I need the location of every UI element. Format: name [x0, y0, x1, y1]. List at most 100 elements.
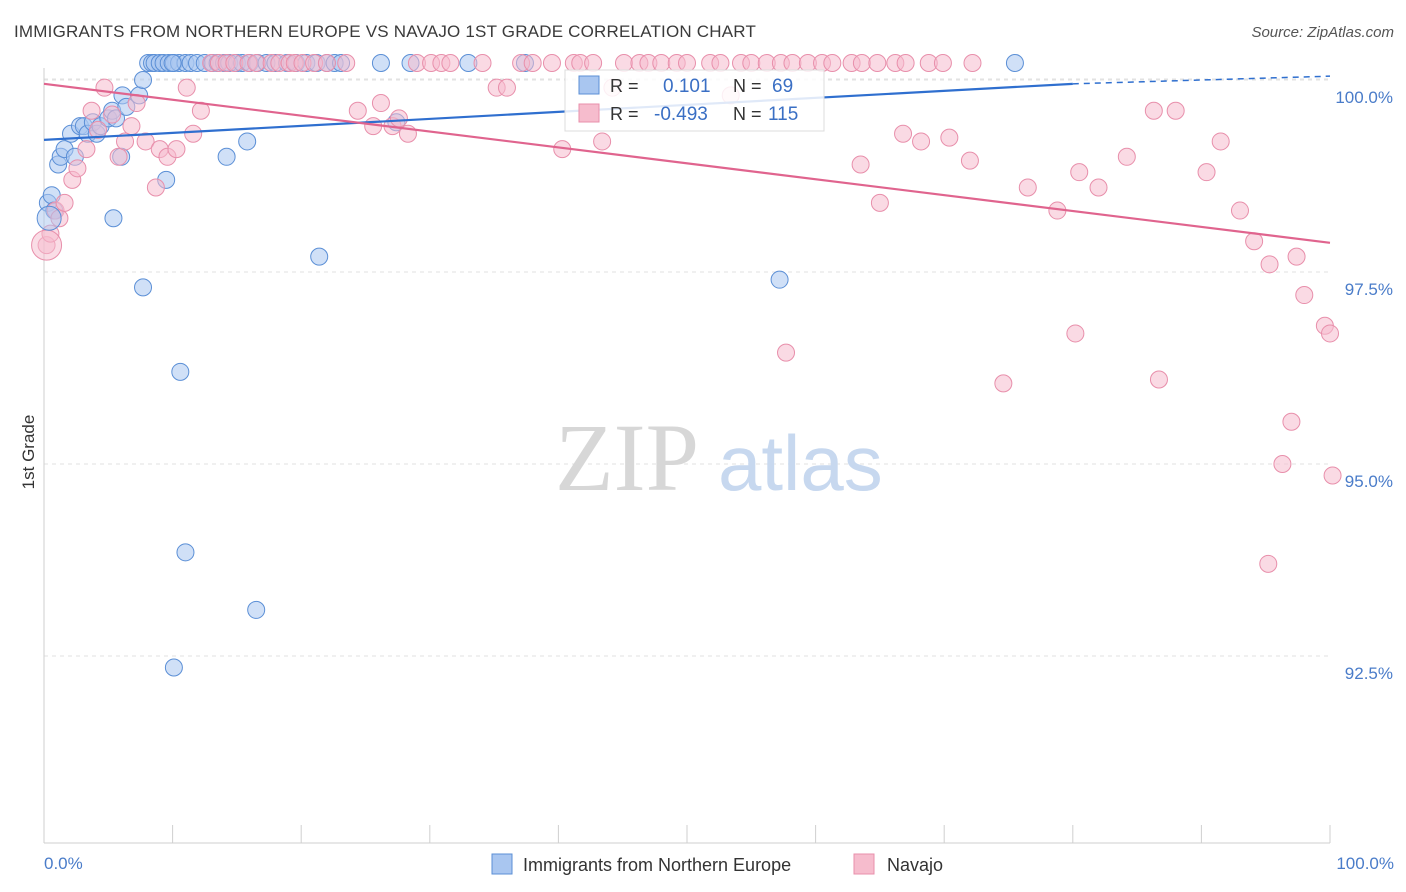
point-northern-europe-68: [1005, 54, 1024, 72]
point-navajo-109: [1259, 554, 1278, 573]
point-northern-europe-61: [310, 247, 329, 266]
point-navajo-57: [584, 54, 603, 72]
point-navajo-94: [1089, 178, 1108, 197]
y-tick-label-3: 92.5%: [1345, 664, 1393, 683]
point-northern-europe-65: [247, 600, 266, 619]
point-navajo-38: [348, 101, 367, 120]
point-navajo-13: [116, 132, 135, 151]
point-navajo-114: [1066, 324, 1085, 343]
point-navajo-81: [896, 54, 915, 72]
trend-line-northern-europe-extension: [1072, 75, 1331, 85]
point-navajo-11: [103, 105, 122, 124]
stats-n-value-blue: 69: [772, 76, 793, 97]
point-navajo-113: [1149, 370, 1168, 389]
point-northern-europe-64: [176, 543, 195, 562]
point-navajo-65: [678, 54, 696, 72]
point-northern-europe-20: [134, 71, 153, 89]
point-navajo-112: [994, 374, 1013, 393]
point-navajo-101: [1245, 232, 1264, 251]
watermark-zip: ZIP: [555, 404, 699, 511]
point-navajo-93: [1070, 163, 1089, 182]
point-navajo-89: [960, 151, 979, 170]
chart-source: Source: ZipAtlas.com: [1251, 24, 1394, 41]
stats-legend-swatch-blue: [578, 75, 600, 95]
x-tick-label-max: 100.0%: [1336, 854, 1394, 873]
point-navajo-16: [136, 132, 155, 151]
point-northern-europe-57: [238, 132, 257, 151]
point-navajo-22: [184, 124, 203, 143]
point-navajo-104: [1295, 286, 1314, 305]
point-navajo-88: [940, 128, 959, 147]
legend-swatch-pink: [853, 853, 875, 875]
point-navajo-37: [337, 54, 356, 72]
trend-lines: [43, 75, 1331, 244]
point-navajo-102: [1260, 255, 1279, 274]
point-navajo-107: [1282, 412, 1301, 431]
legend-label-blue: Immigrants from Northern Europe: [523, 855, 791, 875]
point-northern-europe-66: [164, 658, 183, 677]
stats-r-label-pink: R =: [610, 104, 639, 124]
point-navajo-87: [912, 132, 931, 151]
point-navajo-103: [1287, 247, 1306, 266]
point-navajo-53: [542, 54, 561, 72]
point-navajo-73: [783, 54, 802, 72]
stats-r-value-pink: -0.493: [654, 104, 708, 125]
point-navajo-83: [933, 54, 952, 72]
point-navajo-10: [95, 78, 114, 97]
point-navajo-67: [711, 54, 730, 72]
y-tick-label-2: 95.0%: [1345, 472, 1393, 491]
point-northern-europe-50: [371, 54, 390, 72]
point-navajo-99: [1211, 132, 1230, 151]
stats-r-label-blue: R =: [610, 76, 639, 96]
point-navajo-29: [247, 54, 266, 72]
point-navajo-42: [389, 109, 408, 128]
point-navajo-8: [82, 101, 101, 120]
point-navajo-large: [31, 229, 63, 261]
legend-swatch-blue: [491, 853, 513, 875]
point-navajo-17: [146, 178, 165, 197]
stats-r-value-blue: 0.101: [663, 76, 711, 97]
y-axis-tick-labels: 100.0% 97.5% 95.0% 92.5%: [1335, 88, 1393, 683]
point-navajo-84: [963, 54, 982, 72]
point-navajo-14: [122, 117, 141, 136]
point-navajo-110: [1323, 466, 1342, 485]
stats-n-label-pink: N =: [733, 104, 762, 124]
point-northern-europe-62: [134, 278, 153, 297]
point-navajo-36: [317, 54, 336, 72]
stats-n-label-blue: N =: [733, 76, 762, 96]
y-tick-label-1: 97.5%: [1345, 280, 1393, 299]
point-navajo-100: [1230, 201, 1249, 220]
point-navajo-6: [68, 159, 87, 178]
point-navajo-20: [167, 140, 186, 159]
point-navajo-95: [1117, 147, 1136, 166]
point-navajo-108: [1273, 455, 1292, 473]
point-navajo-52: [523, 54, 542, 72]
point-navajo-48: [473, 54, 492, 72]
x-tick-label-min: 0.0%: [44, 854, 83, 873]
watermark: ZIP atlas: [555, 404, 883, 511]
point-navajo-7: [77, 140, 96, 159]
point-navajo-86: [894, 124, 913, 143]
point-northern-europe-59: [104, 209, 123, 228]
point-navajo-111: [777, 343, 796, 362]
point-navajo-63: [652, 54, 671, 72]
point-northern-europe-60: [163, 54, 182, 72]
point-navajo-60: [614, 54, 633, 72]
chart-title: IMMIGRANTS FROM NORTHERN EUROPE VS NAVAJ…: [14, 22, 757, 41]
point-northern-europe-56: [217, 147, 236, 166]
point-navajo-47: [441, 54, 460, 72]
point-navajo-98: [1197, 163, 1216, 182]
trend-line-navajo: [43, 82, 1331, 244]
y-tick-label-0: 100.0%: [1335, 88, 1393, 107]
point-navajo-85: [851, 155, 870, 174]
watermark-atlas: atlas: [718, 419, 883, 507]
legend-label-pink: Navajo: [887, 855, 943, 875]
point-navajo-90: [870, 193, 889, 212]
point-navajo-106: [1321, 324, 1339, 343]
point-northern-europe-67: [770, 270, 789, 289]
point-navajo-58: [593, 132, 612, 151]
point-navajo-12: [109, 147, 128, 166]
point-navajo-96: [1144, 101, 1163, 120]
point-navajo-79: [868, 54, 887, 72]
point-navajo-76: [823, 54, 842, 72]
